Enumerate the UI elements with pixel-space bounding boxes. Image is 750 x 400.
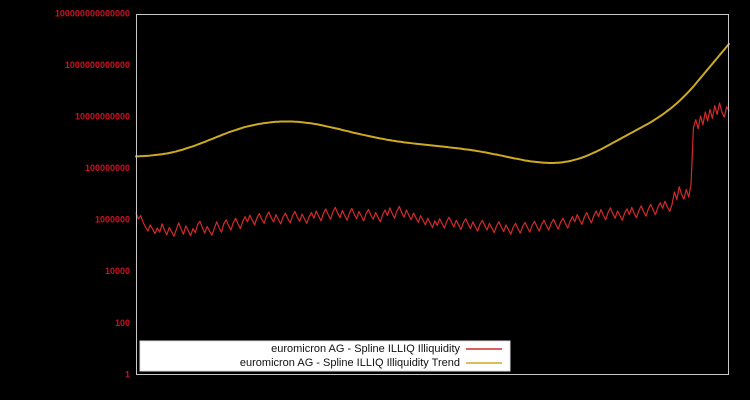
y-axis-tick-label: 100000000000000 (55, 8, 130, 18)
chart-legend[interactable]: euromicron AG - Spline ILLIQ Illiquidity… (139, 340, 511, 372)
y-axis-tick-label: 10000 (105, 266, 130, 276)
y-axis-tick-label: 1000000 (95, 215, 130, 225)
legend-background (139, 340, 511, 372)
y-axis-tick-label: 1 (125, 369, 130, 379)
plot-area-background (136, 14, 729, 375)
legend-label: euromicron AG - Spline ILLIQ Illiquidity… (240, 357, 460, 369)
series-line-trend (135, 42, 730, 165)
y-axis-tick-label: 100000000 (85, 163, 130, 173)
y-axis-tick-label: 100 (115, 318, 130, 328)
y-axis-tick-label: 10000000000 (75, 112, 130, 122)
data-series-group (135, 42, 730, 237)
plot-frame (136, 14, 729, 375)
series-line-illiquidity (135, 102, 730, 237)
legend-label: euromicron AG - Spline ILLIQ Illiquidity (271, 343, 460, 355)
y-axis-tick-labels: 100000000000000 1000000000000 10000000000 1… (55, 8, 130, 379)
y-axis-tick-label: 1000000000000 (65, 60, 130, 70)
